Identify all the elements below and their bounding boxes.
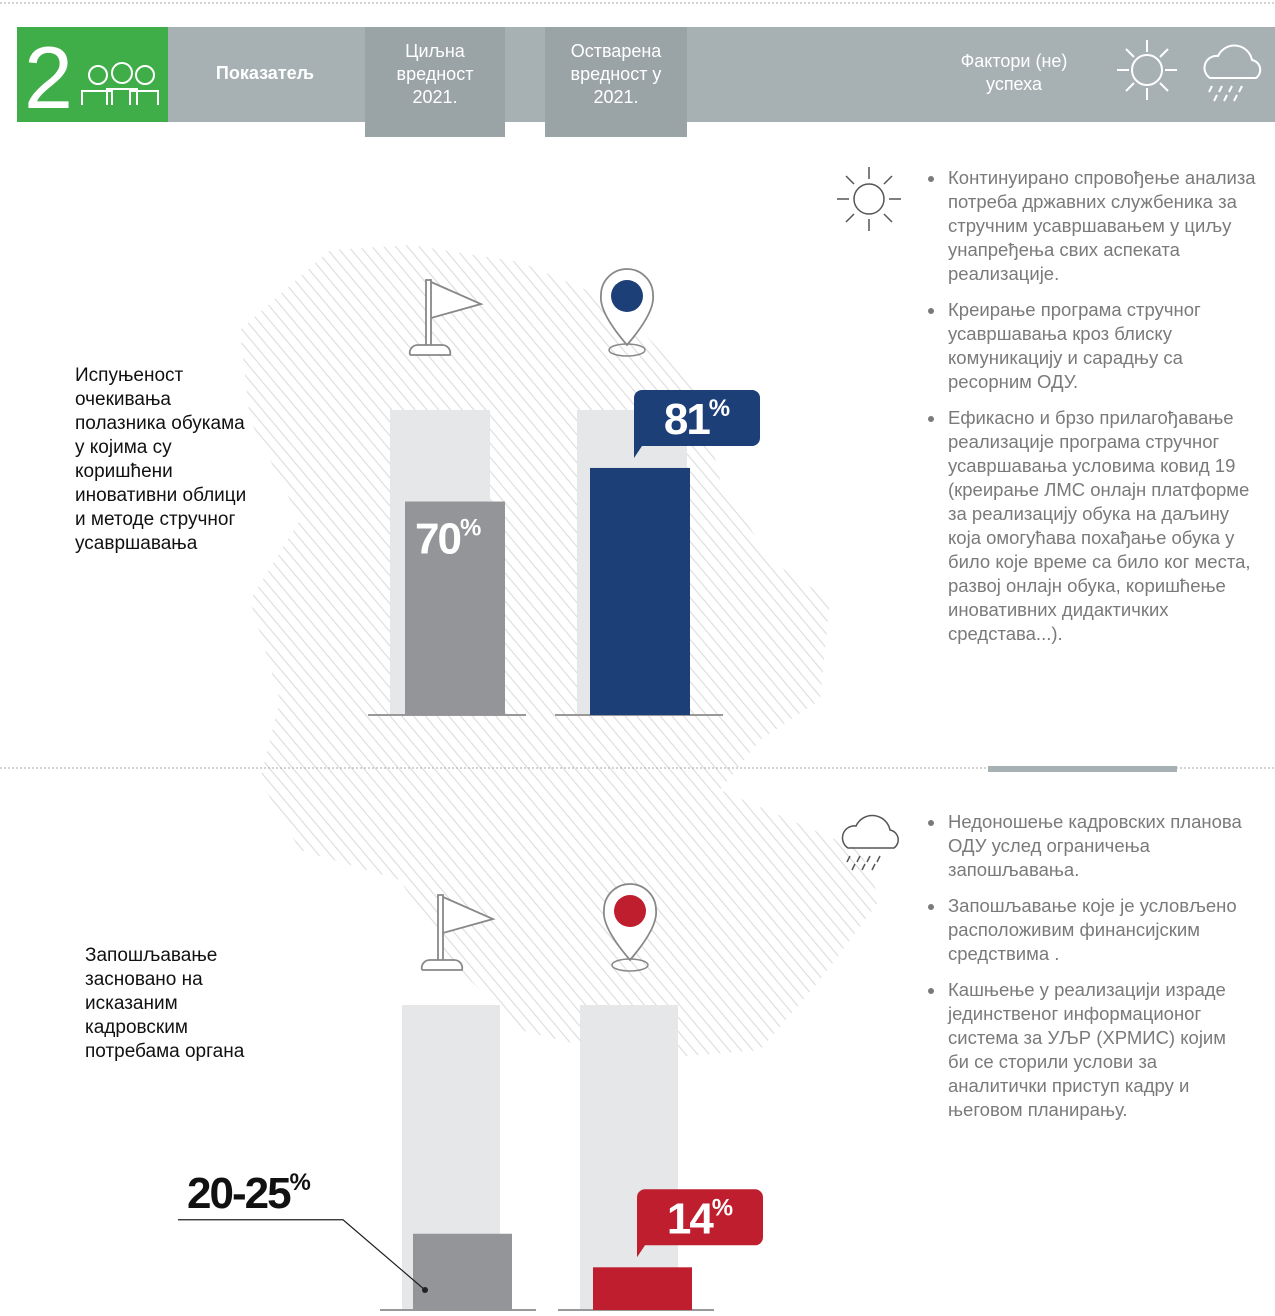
pin-dot — [614, 895, 646, 927]
value-label: 20-25% — [187, 1169, 311, 1218]
bar — [590, 467, 690, 715]
leader-line — [178, 1219, 426, 1291]
header-badge — [17, 27, 168, 122]
value-callout — [634, 389, 760, 458]
cloud-icon — [841, 814, 899, 871]
value-callout — [637, 1189, 763, 1258]
map-background — [240, 245, 880, 1060]
indicator-label: Испуњеност очекивања полазника обукама у… — [75, 365, 247, 554]
factor-item: Континуирано спровођење анализа потреба … — [946, 166, 1262, 286]
header-indicator: Показатељ — [215, 63, 315, 83]
header-actual-cell — [545, 27, 687, 137]
bar — [413, 1233, 512, 1310]
header-cloud-icon — [1203, 44, 1262, 102]
flag-icon — [420, 894, 496, 971]
header-actual: Остварена вредност у 2021. — [570, 41, 662, 107]
header-factors: Фактори (не) успеха — [960, 51, 1068, 94]
flag-icon — [408, 279, 484, 356]
header-target: Циљна вредност 2021. — [396, 41, 474, 107]
pin-base — [611, 958, 649, 972]
section-accent — [988, 766, 1177, 772]
factor-item: Кашњење у реализацији израде јединствено… — [946, 978, 1246, 1122]
factor-item: Ефикасно и брзо прилагођавање реализациј… — [946, 406, 1262, 646]
pin-base — [608, 343, 646, 357]
bar — [593, 1267, 692, 1310]
failure-factors: Недоношење кадровских планова ОДУ услед … — [928, 810, 1246, 1134]
header-target-cell — [365, 27, 505, 137]
header-number: 2 — [24, 28, 73, 127]
factor-item: Креирање програма стручног усавршавања к… — [946, 298, 1262, 394]
header-sun-icon — [1117, 40, 1177, 100]
leader-dot — [422, 1287, 428, 1293]
factor-item: Недоношење кадровских планова ОДУ услед … — [946, 810, 1246, 882]
sun-icon — [837, 167, 901, 231]
bar-background — [580, 1005, 678, 1310]
pin-dot — [611, 280, 643, 312]
factor-item: Запошљавање које је условљено расположив… — [946, 894, 1246, 966]
success-factors: Континуирано спровођење анализа потреба … — [928, 166, 1262, 658]
bar — [405, 501, 505, 715]
indicator-label: Запошљавање засновано на исказаним кадро… — [85, 945, 245, 1062]
people-icon — [81, 62, 159, 105]
